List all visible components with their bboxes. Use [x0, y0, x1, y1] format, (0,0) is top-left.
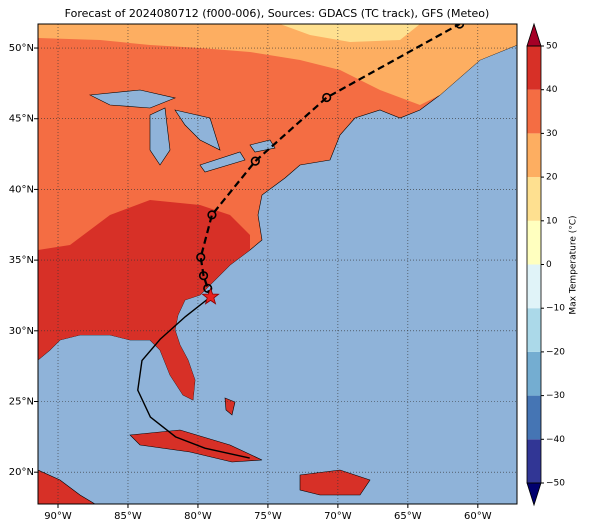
colorbar-tick-label: 50 [546, 42, 558, 52]
past-track [137, 296, 250, 459]
colorbar-segment [527, 46, 541, 90]
y-tick-label: 30°N [9, 326, 34, 337]
lake [199, 151, 246, 173]
x-tick-label: 60°W [464, 511, 492, 522]
lake [88, 89, 177, 109]
colorbar-tick-label: 20 [546, 173, 558, 183]
x-tick-label: 75°W [254, 511, 282, 522]
track-point [322, 92, 332, 103]
x-tick-label: 65°W [394, 511, 422, 522]
colorbar-extend-high [526, 22, 542, 47]
colorbar-segment [527, 308, 541, 352]
hot-region [38, 200, 250, 400]
x-tick-label: 80°W [184, 511, 212, 522]
island [224, 397, 236, 416]
colorbar-segment [527, 89, 541, 134]
track-point [207, 210, 217, 220]
map-title: Forecast of 2024080712 (f000-006), Sourc… [65, 7, 490, 20]
colorbar-segment [527, 264, 541, 309]
colorbar-segment [527, 177, 541, 221]
warm-region [38, 24, 517, 105]
y-tick-label: 25°N [9, 396, 34, 407]
island-hispaniola [299, 469, 371, 496]
y-tick-label: 35°N [9, 255, 34, 266]
cool-region [280, 24, 420, 42]
colorbar-segment [527, 439, 541, 483]
colorbar-tick-label: 0 [546, 260, 552, 270]
map-layers [38, 24, 517, 504]
colorbar-tick-label: −20 [546, 347, 565, 357]
colorbar-tick-label: −50 [546, 479, 565, 489]
colorbar-label: Max Temperature (°C) [569, 215, 579, 314]
current-position [201, 287, 220, 305]
colorbar-tick-label: −40 [546, 435, 565, 445]
lake [149, 107, 171, 166]
track-point [250, 156, 260, 166]
colorbar-segment [527, 220, 541, 265]
land-mexico [38, 469, 96, 504]
y-tick-label: 20°N [9, 467, 34, 478]
colorbar-tick-label: 10 [546, 216, 558, 226]
map-overlay [38, 24, 517, 504]
colorbar-segment [527, 351, 541, 396]
x-tick-label: 70°W [324, 511, 352, 522]
x-tick-label: 90°W [44, 511, 72, 522]
forecast-track [199, 24, 461, 298]
x-tick-label: 85°W [114, 511, 142, 522]
colorbar-segment [527, 395, 541, 440]
colorbar-tick-label: 40 [546, 85, 558, 95]
colorbar-tick-label: −10 [546, 304, 565, 314]
track-point [198, 271, 209, 281]
y-tick-label: 45°N [9, 114, 34, 125]
y-tick-label: 40°N [9, 184, 34, 195]
colorbar-tick-label: −30 [546, 391, 565, 401]
track-point [196, 252, 206, 262]
lake [174, 109, 221, 151]
colorbar-extend-low [526, 482, 542, 507]
y-tick-label: 50°N [9, 43, 34, 54]
track-point [203, 283, 213, 293]
map-frame [37, 23, 518, 505]
colorbar-segment [527, 133, 541, 178]
colorbar-tick-label: 30 [546, 129, 558, 139]
